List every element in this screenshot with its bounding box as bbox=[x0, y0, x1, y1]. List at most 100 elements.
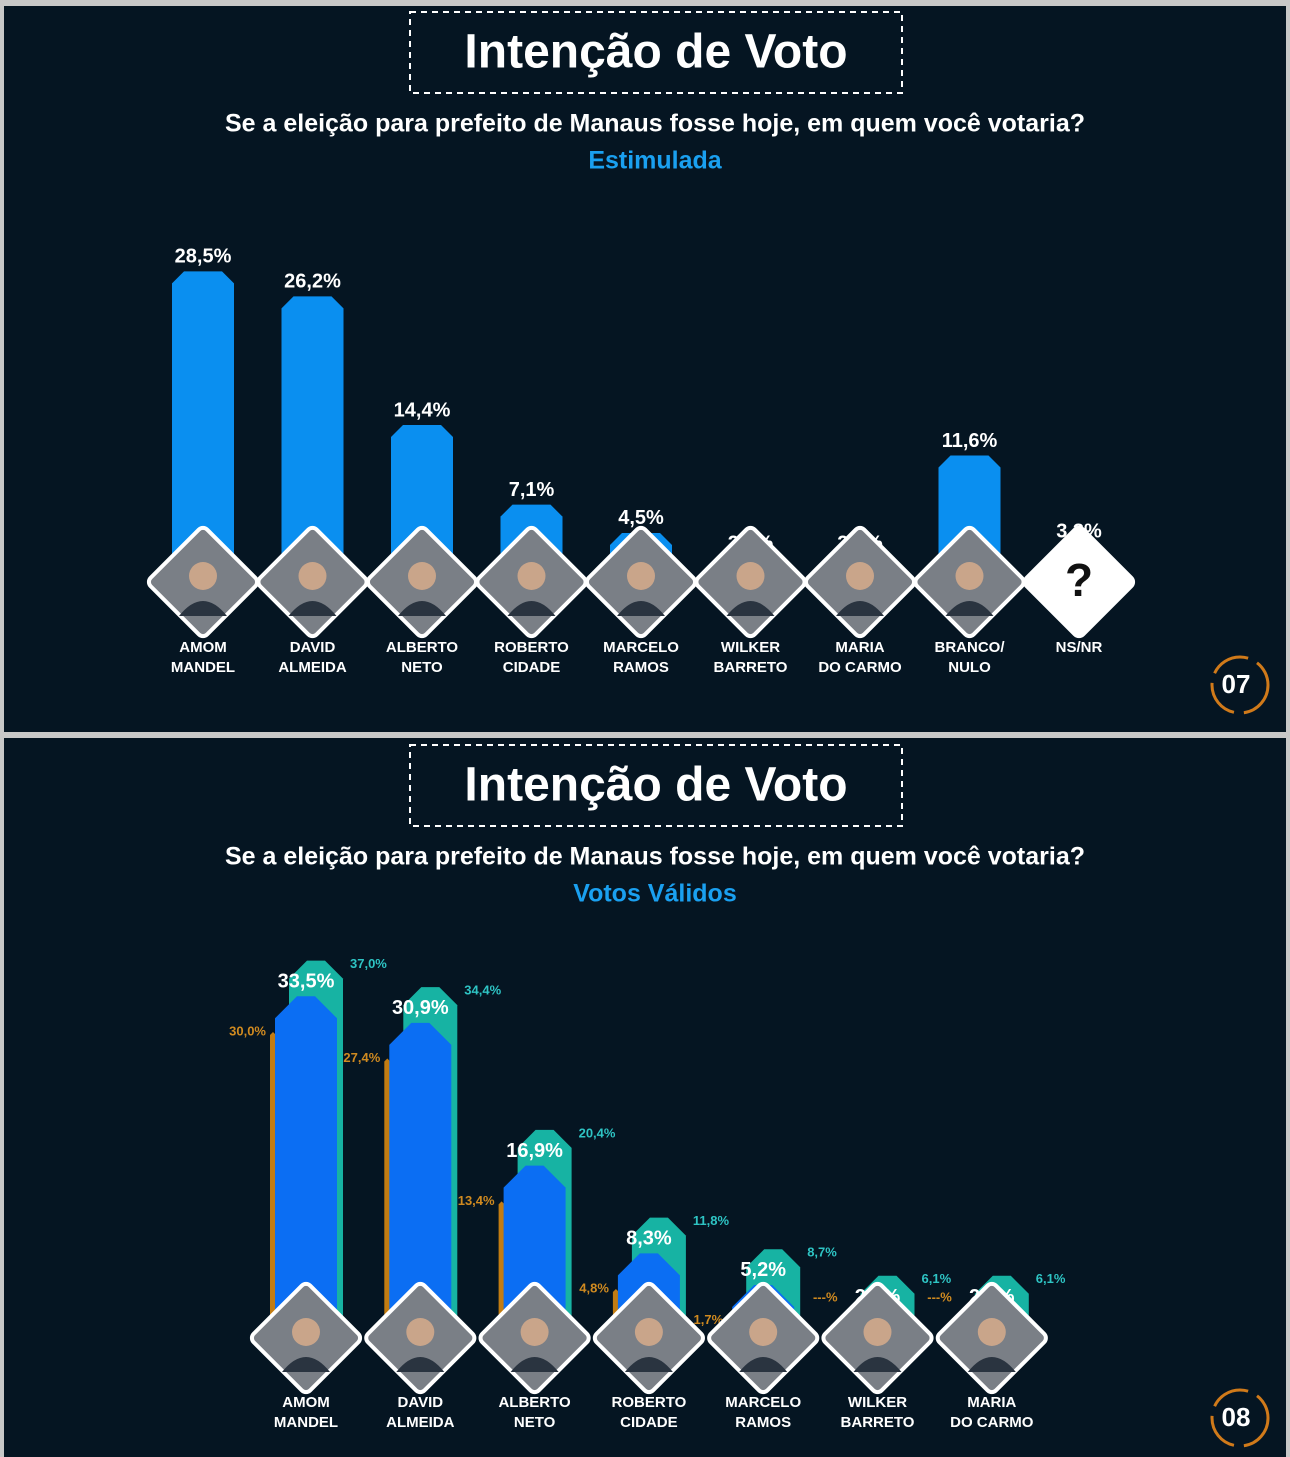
value-label: 11,6% bbox=[942, 430, 998, 452]
bar bbox=[172, 271, 234, 582]
category-label: NS/NR bbox=[1056, 639, 1103, 656]
category-label: CIDADE bbox=[620, 1414, 678, 1431]
category-label: DAVID bbox=[398, 1394, 444, 1411]
value-label: 28,5% bbox=[175, 246, 232, 268]
category-label: DAVID bbox=[290, 639, 336, 656]
photo-body bbox=[398, 601, 446, 616]
value-label: 37,0% bbox=[350, 956, 387, 971]
category-label: ALBERTO bbox=[498, 1394, 571, 1411]
photo-body bbox=[396, 1357, 445, 1372]
value-label: 6,1% bbox=[1036, 1271, 1066, 1286]
category-label: MARIA bbox=[967, 1394, 1016, 1411]
photo-body bbox=[836, 601, 884, 616]
bar bbox=[389, 1022, 452, 1338]
value-label: 8,7% bbox=[807, 1245, 837, 1260]
category-label: MARCELO bbox=[725, 1394, 801, 1411]
photo-body bbox=[945, 601, 994, 616]
value-label: 33,5% bbox=[278, 971, 335, 993]
photo-body bbox=[853, 1357, 902, 1372]
bar bbox=[270, 1032, 276, 1338]
category-label: BARRETO bbox=[714, 659, 788, 676]
photo-face bbox=[517, 562, 546, 590]
bar bbox=[384, 1058, 391, 1338]
photo-face bbox=[736, 562, 765, 590]
page-number: 07 bbox=[1222, 669, 1251, 699]
value-label: 16,9% bbox=[506, 1140, 563, 1162]
value-label: 26,2% bbox=[284, 271, 341, 293]
category-label: ROBERTO bbox=[494, 639, 569, 656]
category-label: ROBERTO bbox=[612, 1394, 687, 1411]
chart-label: Estimulada bbox=[588, 147, 722, 175]
page-badge bbox=[1210, 1388, 1270, 1448]
photo-body bbox=[282, 1357, 330, 1372]
bar bbox=[498, 1201, 505, 1338]
category-label: DO CARMO bbox=[818, 659, 902, 676]
photo-face bbox=[627, 562, 655, 590]
category-label: MARCELO bbox=[603, 639, 679, 656]
photo-face bbox=[408, 562, 436, 590]
photo-face bbox=[520, 1318, 549, 1346]
category-label: NULO bbox=[948, 659, 991, 676]
photo-face bbox=[634, 1318, 663, 1346]
category-label: DO CARMO bbox=[950, 1414, 1034, 1431]
category-label: NETO bbox=[514, 1414, 556, 1431]
photo-body bbox=[617, 601, 665, 616]
category-label: NETO bbox=[401, 659, 443, 676]
value-label: 6,1% bbox=[922, 1271, 952, 1286]
page-badge bbox=[1210, 655, 1270, 715]
value-label: 13,4% bbox=[458, 1193, 495, 1208]
value-label: 7,1% bbox=[509, 479, 555, 501]
category-label: MANDEL bbox=[171, 659, 235, 676]
category-label: ALMEIDA bbox=[386, 1414, 454, 1431]
photo-body bbox=[624, 1357, 673, 1372]
category-label: RAMOS bbox=[735, 1414, 791, 1431]
category-label: BARRETO bbox=[841, 1414, 915, 1431]
value-label: ---% bbox=[927, 1289, 952, 1304]
photo-face bbox=[406, 1318, 435, 1346]
value-label: 8,3% bbox=[626, 1228, 672, 1250]
chart-subtitle: Se a eleição para prefeito de Manaus fos… bbox=[225, 110, 1085, 138]
value-label: 27,4% bbox=[343, 1050, 380, 1065]
photo-body bbox=[510, 1357, 559, 1372]
category-label: MARIA bbox=[835, 639, 884, 656]
photo-body bbox=[179, 601, 227, 616]
value-label: 14,4% bbox=[394, 399, 451, 421]
value-label: 20,4% bbox=[579, 1125, 616, 1140]
icon: ? bbox=[1065, 554, 1093, 606]
value-label: 4,5% bbox=[618, 507, 664, 529]
category-label: WILKER bbox=[848, 1394, 907, 1411]
value-label: 1,7% bbox=[694, 1312, 724, 1327]
category-label: MANDEL bbox=[274, 1414, 338, 1431]
photo-body bbox=[726, 601, 775, 616]
category-label: ALBERTO bbox=[386, 639, 459, 656]
photo-face bbox=[292, 1318, 320, 1346]
category-label: AMOM bbox=[282, 1394, 330, 1411]
category-label: ALMEIDA bbox=[278, 659, 346, 676]
value-label: 5,2% bbox=[740, 1259, 786, 1281]
title-frame bbox=[409, 744, 903, 827]
value-label: 30,0% bbox=[229, 1023, 266, 1038]
photo-body bbox=[507, 601, 556, 616]
photo-face bbox=[846, 562, 874, 590]
chart-title: Intenção de Voto bbox=[464, 759, 847, 812]
category-label: CIDADE bbox=[503, 659, 561, 676]
photo-face bbox=[749, 1318, 778, 1346]
photo-body bbox=[288, 601, 337, 616]
photo-body bbox=[739, 1357, 788, 1372]
photo-face bbox=[189, 562, 217, 590]
category-label: BRANCO/ bbox=[935, 639, 1006, 656]
photo-body bbox=[967, 1357, 1016, 1372]
photo-face bbox=[863, 1318, 892, 1346]
category-label: WILKER bbox=[721, 639, 780, 656]
category-label: AMOM bbox=[179, 639, 227, 656]
bar bbox=[281, 296, 344, 582]
bar bbox=[275, 996, 337, 1338]
page-number: 08 bbox=[1222, 1402, 1251, 1432]
photo-face bbox=[955, 562, 984, 590]
title-frame bbox=[409, 11, 903, 94]
chart-title: Intenção de Voto bbox=[464, 26, 847, 79]
chart-label: Votos Válidos bbox=[573, 880, 736, 908]
value-label: 4,8% bbox=[579, 1280, 609, 1295]
